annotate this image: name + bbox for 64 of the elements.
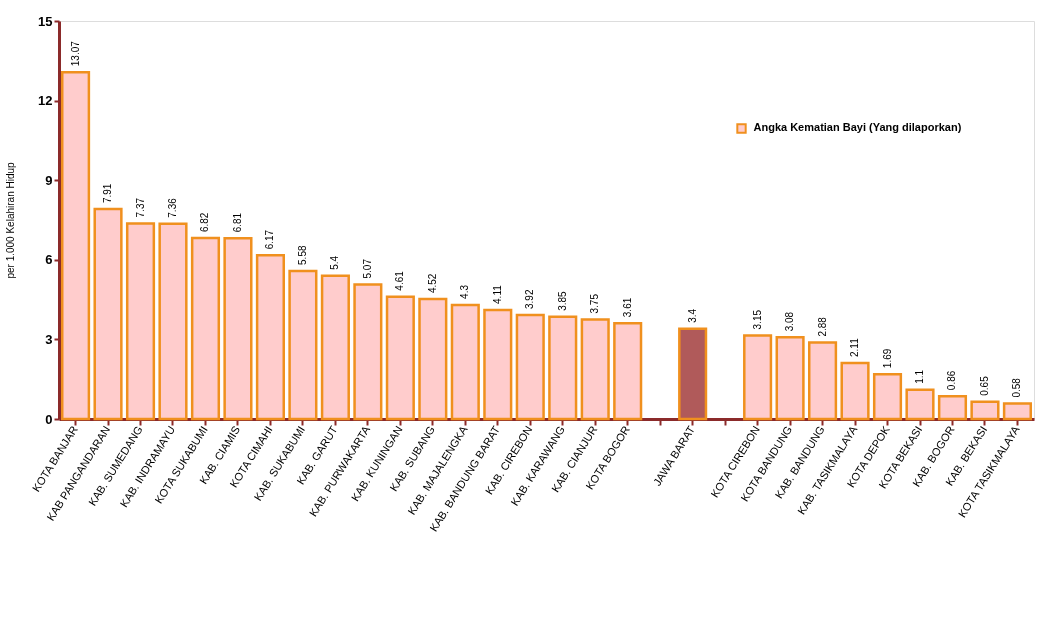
bar	[970, 400, 1000, 421]
data-label: 5.07	[361, 258, 373, 279]
bar	[288, 269, 318, 421]
bar	[158, 222, 188, 421]
bar	[872, 372, 903, 421]
data-label: 4.11	[491, 284, 503, 304]
bar	[808, 341, 838, 421]
bar	[548, 315, 578, 421]
data-label: 4.61	[394, 270, 406, 291]
data-label: 1.1	[914, 369, 925, 384]
y-tick-label: 15	[38, 13, 53, 29]
bar	[385, 295, 415, 421]
bar	[937, 394, 968, 421]
bar	[613, 321, 643, 421]
data-label: 7.36	[167, 197, 178, 218]
bar	[320, 274, 350, 421]
data-label: 3.85	[556, 290, 568, 311]
bar	[93, 207, 123, 421]
data-label: 13.07	[69, 40, 81, 67]
bar	[418, 297, 448, 421]
data-label: 0.86	[946, 370, 958, 391]
bar	[450, 303, 480, 421]
data-label: 5.4	[329, 255, 341, 270]
data-label: 6.82	[199, 212, 211, 233]
bar	[61, 70, 91, 421]
data-label: 3.15	[751, 309, 763, 330]
bar	[190, 236, 221, 421]
y-tick-label: 0	[45, 411, 53, 427]
data-label: 3.4	[686, 308, 698, 323]
bar	[255, 254, 285, 421]
bar	[1002, 402, 1032, 421]
data-label: 4.52	[426, 273, 438, 294]
bar	[223, 237, 253, 421]
data-label: 2.11	[849, 337, 861, 358]
y-axis-title: per 1.000 Kelahiran Hidup	[5, 161, 17, 279]
data-label: 7.91	[102, 183, 114, 204]
y-tick-label: 9	[45, 172, 53, 188]
data-label: 0.58	[1011, 377, 1023, 398]
data-label: 3.92	[524, 289, 536, 309]
bar	[515, 313, 545, 421]
bar	[840, 361, 870, 421]
data-label: 6.17	[264, 229, 276, 250]
bar	[905, 388, 935, 421]
bar	[580, 318, 610, 421]
bar	[678, 327, 708, 421]
bar	[743, 334, 773, 421]
y-tick-label: 3	[45, 331, 53, 347]
y-tick-label: 6	[45, 252, 53, 268]
data-label: 4.3	[459, 284, 471, 299]
bar	[775, 336, 805, 421]
data-label: 1.69	[881, 348, 893, 369]
bar	[125, 222, 156, 421]
data-label: 3.08	[784, 311, 796, 332]
data-label: 6.81	[231, 212, 243, 233]
data-label: 0.65	[978, 375, 990, 396]
data-label: 5.58	[296, 245, 308, 265]
data-label: 7.37	[134, 197, 146, 218]
data-label: 3.61	[621, 297, 633, 318]
bar	[483, 308, 513, 421]
y-tick-label: 12	[38, 93, 53, 109]
legend-label: Angka Kematian Bayi (Yang dilaporkan)	[753, 121, 962, 134]
data-label: 3.75	[589, 293, 601, 314]
data-label: 2.88	[816, 316, 828, 337]
bar	[353, 283, 383, 421]
